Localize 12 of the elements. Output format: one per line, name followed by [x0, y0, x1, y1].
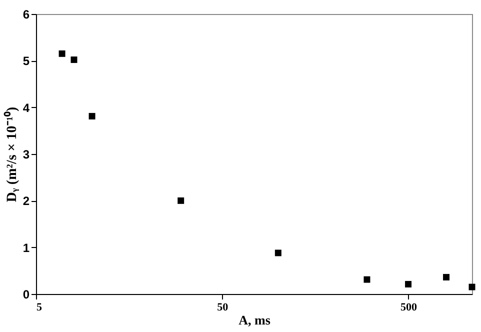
- y-axis-title: Dᵧ (m²/s × 10⁻¹⁰): [2, 106, 20, 202]
- x-tick-label: 500: [400, 302, 418, 314]
- x-axis-title: A, ms: [238, 312, 270, 328]
- y-tick-label: 3: [22, 148, 30, 162]
- y-tick-label: 6: [22, 8, 30, 22]
- y-tick-label: 5: [22, 54, 30, 68]
- x-tick-label: 50: [217, 302, 229, 314]
- y-tick-label: 2: [22, 194, 30, 208]
- x-tick-label: 5: [36, 302, 42, 314]
- y-tick-label: 0: [22, 288, 30, 302]
- y-tick-label: 4: [22, 100, 30, 115]
- y-tick-label: 1: [22, 240, 30, 255]
